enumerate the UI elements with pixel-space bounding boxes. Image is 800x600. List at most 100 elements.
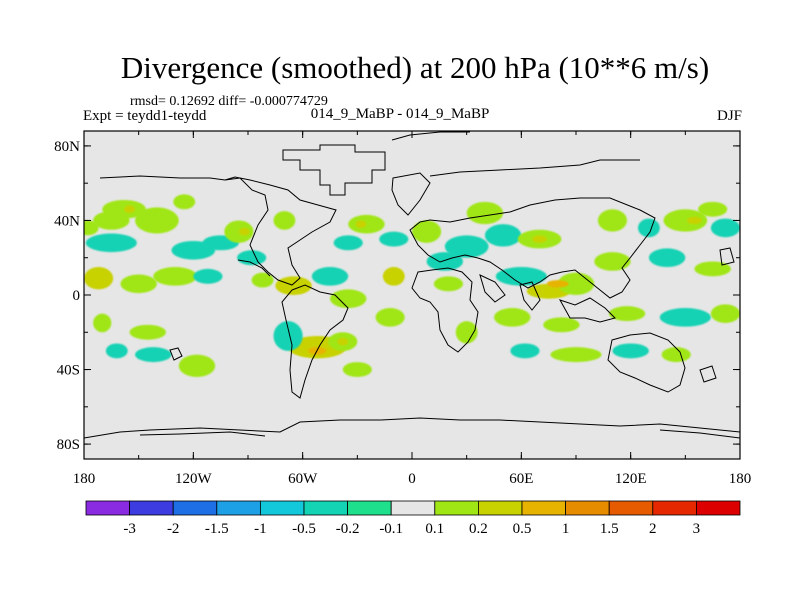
colorbar-label: 2 — [649, 521, 657, 537]
field-blob — [330, 289, 367, 309]
x-tick-label: 180 — [73, 471, 96, 487]
x-tick-label: 180 — [729, 471, 752, 487]
field-blob — [663, 209, 708, 232]
field-blob — [698, 201, 728, 217]
colorbar: -3 -2 -1.5 -1 -0.5 -0.2 -0.1 0.1 0.2 0.5 1 1.5 2 3 — [85, 500, 741, 537]
field-blob — [412, 220, 442, 243]
field-blob-core — [532, 235, 547, 243]
x-tick-label: 60W — [288, 471, 318, 487]
x-tick-label: 0 — [408, 471, 416, 487]
field-blob — [84, 267, 114, 290]
y-tick-label: 80S — [57, 437, 80, 453]
colorbar-swatch — [521, 500, 566, 516]
x-tick-label: 60E — [509, 471, 533, 487]
colorbar-label: 1 — [562, 521, 570, 537]
field-blob — [510, 343, 540, 359]
field-blob — [135, 207, 179, 234]
field-blob — [594, 252, 631, 271]
colorbar-label: 3 — [693, 521, 701, 537]
colorbar-swatch — [608, 500, 654, 516]
colorbar-swatch — [129, 500, 174, 516]
field-blob — [129, 324, 166, 340]
field-blob — [85, 233, 137, 253]
colorbar-swatch — [259, 500, 305, 516]
plot-background — [84, 131, 740, 459]
colorbar-swatch — [303, 500, 348, 516]
experiment-label: Expt = teydd1-teydd — [83, 108, 207, 124]
field-blob — [251, 272, 274, 288]
field-blob — [455, 321, 478, 344]
field-blob — [608, 306, 646, 322]
colorbar-label: -0.2 — [336, 521, 360, 537]
coastlines — [84, 131, 740, 439]
field-blob — [93, 313, 112, 333]
field-blob — [426, 252, 464, 271]
field-blob — [648, 248, 686, 268]
colorbar-label: -0.5 — [292, 521, 316, 537]
y-tick-label: 40N — [54, 213, 80, 229]
field-blob — [105, 343, 128, 359]
colorbar-swatch — [85, 500, 130, 516]
field-blob — [379, 231, 409, 247]
colorbar-swatch — [347, 500, 392, 516]
colorbar-label: -1 — [254, 521, 267, 537]
field-blob — [433, 276, 464, 292]
field-blob — [661, 347, 691, 363]
field-blob — [193, 268, 223, 284]
field-blob — [153, 267, 197, 286]
field-blob — [120, 274, 157, 294]
y-tick-label: 40S — [57, 363, 80, 379]
colorbar-label: 0.5 — [513, 521, 532, 537]
field-blob — [637, 218, 660, 238]
field-blob-core — [355, 220, 367, 228]
colorbar-swatch — [172, 500, 218, 516]
field-blob-core — [687, 216, 702, 225]
field-blob — [550, 347, 602, 363]
field-blob — [494, 308, 531, 327]
colorbar-label: 0.2 — [469, 521, 488, 537]
colorbar-label: -1.5 — [205, 521, 229, 537]
colorbar-label: 1.5 — [600, 521, 619, 537]
field-blob — [273, 211, 296, 230]
field-blob — [495, 267, 547, 286]
field-blob — [342, 362, 372, 377]
x-tick-label: 120W — [175, 471, 213, 487]
field-blob — [375, 308, 405, 327]
chart-title: Divergence (smoothed) at 200 hPa (10**6 … — [120, 50, 710, 85]
field-blob — [178, 354, 216, 377]
field-blob — [273, 321, 303, 351]
season-label: DJF — [716, 108, 742, 124]
field-blob — [612, 343, 649, 359]
case-label: 014_9_MaBP - 014_9_MaBP — [310, 106, 490, 122]
field-blob — [484, 224, 522, 247]
y-tick-label: 80N — [54, 139, 80, 155]
colorbar-swatch — [565, 500, 610, 516]
field-blob — [597, 209, 628, 232]
colorbar-swatch — [216, 500, 261, 516]
field-blob — [135, 347, 172, 363]
field-blob — [543, 317, 580, 333]
field-blob — [382, 267, 405, 286]
colorbar-label: 0.1 — [425, 521, 444, 537]
colorbar-swatch — [390, 500, 436, 516]
field-blob — [224, 220, 254, 243]
field-blob — [333, 235, 363, 251]
field-blob — [466, 201, 504, 225]
field-blob-core — [337, 337, 349, 346]
field-blob-core — [546, 280, 569, 288]
colorbar-label: -2 — [167, 521, 180, 537]
field-blob — [275, 276, 312, 295]
field-blob — [311, 267, 349, 286]
field-blob-core — [124, 205, 136, 213]
field-blob — [710, 218, 740, 238]
x-axis: 180 120W 60W 0 60E 120E 180 — [73, 131, 752, 487]
colorbar-swatch — [696, 500, 741, 516]
field-blob — [84, 220, 99, 236]
y-axis: 80N 40N 0 40S 80S — [54, 139, 740, 453]
field-blob — [659, 308, 711, 327]
field-blob — [444, 235, 489, 258]
colorbar-swatch — [652, 500, 697, 516]
field-blob-core — [238, 227, 250, 236]
colorbar-swatch — [434, 500, 479, 516]
